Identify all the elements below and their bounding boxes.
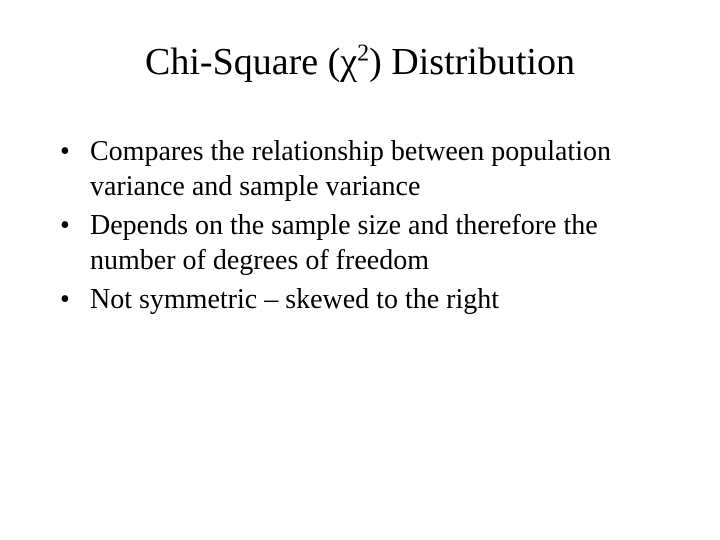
title-superscript: 2 — [357, 40, 369, 66]
title-prefix: Chi-Square ( — [145, 41, 340, 83]
bullet-item: Depends on the sample size and therefore… — [50, 208, 670, 278]
bullet-list: Compares the relationship between popula… — [50, 134, 670, 317]
bullet-item: Compares the relationship between popula… — [50, 134, 670, 204]
slide-title: Chi-Square (χ2) Distribution — [50, 40, 670, 84]
title-suffix: ) Distribution — [369, 41, 575, 83]
bullet-item: Not symmetric – skewed to the right — [50, 282, 670, 317]
title-chi: χ — [340, 41, 357, 83]
